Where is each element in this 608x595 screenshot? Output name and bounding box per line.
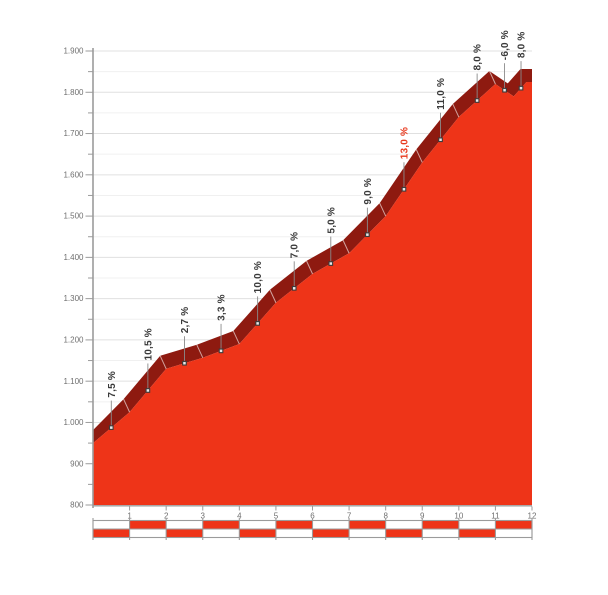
profile-ribbon-band [93, 69, 532, 444]
x-axis-tick-label: 7 [347, 512, 352, 521]
ribbon-divider-line [123, 398, 131, 413]
ribbon-divider-line [306, 260, 313, 275]
y-axis-tick-label: 1.600 [63, 170, 84, 179]
x-axis-tick-label: 1 [127, 512, 132, 521]
y-axis-tick-label: 800 [70, 501, 84, 510]
km-marker-dot [291, 285, 297, 291]
km-marker-dot [108, 425, 114, 430]
ribbon-divider-line [415, 149, 423, 163]
km-marker-dot [474, 98, 480, 103]
scale-bar-cell [495, 520, 532, 529]
y-axis-tick-label: 1.200 [63, 336, 84, 345]
y-axis-tick-label: 1.900 [63, 47, 84, 56]
km-marker-dot [145, 388, 151, 393]
ribbon-divider-line [196, 344, 204, 358]
x-axis-tick-label: 6 [310, 512, 315, 521]
y-axis-tick-label: 1.700 [63, 129, 84, 138]
scale-bar-cell [202, 520, 240, 529]
ribbon-divider-line [232, 330, 240, 345]
gradient-label: -6,0 % [500, 30, 511, 60]
km-marker-dot [401, 186, 407, 192]
gradient-label: 11,0 % [436, 78, 447, 110]
ribbon-divider-line [452, 103, 460, 118]
gradient-label: 10,5 % [143, 328, 154, 360]
profile-area [93, 82, 532, 505]
x-axis-tick-label: 11 [491, 512, 500, 521]
gradient-label: 5,0 % [326, 207, 337, 234]
ribbon-divider-line [342, 240, 350, 254]
km-marker-dot [502, 87, 507, 93]
km-marker-dot [365, 232, 370, 238]
scale-bar-cell [422, 520, 459, 529]
x-axis-tick-label: 9 [420, 512, 425, 521]
y-axis-tick-label: 1.000 [63, 418, 84, 427]
axis-layer: 800 900 1.000 1.100 1.200 1.300 1.400 1.500 1.60… [63, 47, 537, 521]
scale-bar-cell [349, 520, 386, 529]
y-axis-tick-label: 1.300 [63, 294, 84, 303]
x-axis-tick-label: 4 [237, 512, 242, 521]
gradient-label: 9,0 % [363, 178, 374, 205]
gradient-labels-layer: 7,5 % 10,5 % 2,7 % 3,3 % 10,0 % 7,0 % 5,0 % 9,0… [107, 30, 528, 430]
gradient-label: 8,0 % [473, 44, 484, 71]
scale-bar-cell [275, 520, 313, 529]
km-marker-dot [518, 85, 524, 91]
scale-bar-cell [385, 529, 423, 538]
km-marker-dot [182, 360, 187, 366]
scale-bar-cell [93, 529, 130, 538]
km-marker-dot [438, 137, 443, 143]
scale-bar-cell [166, 529, 203, 538]
gradient-label: 13,0 % [399, 127, 410, 159]
gradient-label: 7,5 % [107, 371, 118, 398]
x-axis-tick-label: 12 [528, 512, 537, 521]
gradient-label: 7,0 % [290, 232, 301, 259]
x-axis-tick-label: 2 [164, 512, 169, 521]
gradient-label: 10,0 % [253, 261, 264, 293]
y-axis-tick-label: 1.100 [63, 377, 84, 386]
ribbon-divider-line [269, 289, 277, 303]
ribbon-km-dividers [123, 70, 496, 413]
km-marker-dot [255, 321, 260, 326]
ribbon-divider-line [379, 202, 387, 217]
scale-bar-cell [129, 520, 167, 529]
ribbon-divider-line [488, 70, 496, 85]
y-axis-tick-label: 900 [70, 459, 84, 468]
distance-scale-bar [92, 518, 533, 540]
y-axis-tick-label: 1.500 [63, 212, 84, 221]
gradient-label: 3,3 % [217, 294, 228, 321]
x-axis-tick-label: 10 [454, 512, 463, 521]
ribbon-divider-line [159, 355, 167, 370]
x-axis-tick-label: 5 [274, 512, 279, 521]
km-marker-dot [218, 348, 224, 354]
gradient-label: 2,7 % [180, 307, 191, 334]
y-axis-tick-label: 1.800 [63, 88, 84, 97]
x-axis-tick-label: 3 [201, 512, 206, 521]
gradient-label: 8,0 % [517, 32, 528, 59]
scale-bar-cell [239, 529, 276, 538]
scale-bar-cell [312, 529, 350, 538]
y-axis-tick-label: 1.400 [63, 253, 84, 262]
km-marker-dot [328, 261, 334, 266]
scale-bar-cell [458, 529, 496, 538]
x-axis-tick-label: 8 [383, 512, 388, 521]
